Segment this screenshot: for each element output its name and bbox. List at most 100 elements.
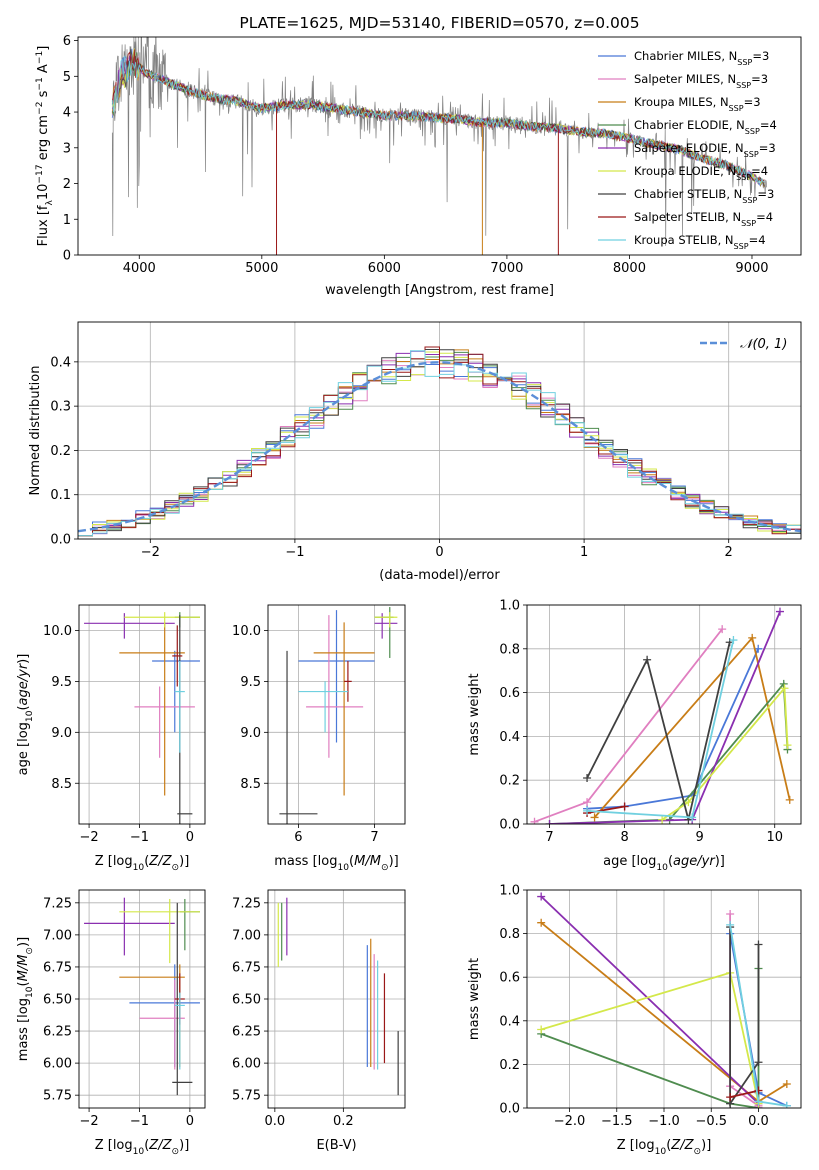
y-tick-label: 4 (63, 106, 71, 121)
y-tick-label: 0.4 (499, 1014, 520, 1029)
x-tick-label: 7 (545, 830, 553, 845)
y-tick-label: 2 (63, 177, 71, 192)
panel-weight-vs-Z: −2.0 −1.5 −1.0 −0.5 0.0 0.0 0.2 0.4 0.6 0.8 1.0 (499, 884, 802, 1129)
y-tick-label: 0.2 (50, 444, 71, 459)
residuals-xlabel: (data-model)/error (379, 568, 500, 583)
y-tick-label: 8.5 (51, 777, 72, 792)
y-tick-label: 6 (63, 34, 71, 49)
y-tick-label: 6.25 (43, 1025, 72, 1040)
plot-area (277, 897, 399, 1096)
weight-line-kroupa-elodie (661, 685, 789, 821)
histogram-kroupa-stelib (78, 350, 801, 537)
x-tick-label: 9000 (735, 261, 768, 276)
x-tick-label: 0 (186, 830, 194, 845)
y-tick-label: 9.5 (51, 675, 72, 690)
panel-age-vs-Z: −2 −1 0 8.5 9.0 9.5 10.0 (43, 604, 206, 845)
weight-point-kroupa-stelib (782, 1101, 791, 1108)
model-line-kroupa-stelib (111, 55, 765, 185)
x-tick-label: −1.5 (601, 1114, 633, 1129)
x-tick-label: 5000 (245, 261, 278, 276)
legend-label-chabrier-elodie: Chabrier ELODIE, NSSP=4 (634, 118, 777, 136)
model-line-chabrier-stelib (111, 49, 765, 187)
x-tick-label: −1 (130, 830, 149, 845)
legend-label-kroupa-miles: Kroupa MILES, NSSP=3 (634, 95, 761, 113)
weight-point-salpeter-miles (726, 909, 735, 918)
spectrum-legend: Chabrier MILES, NSSP=3 Salpeter MILES, NS… (598, 49, 777, 251)
weight-point-salpeter-elodie (545, 820, 554, 824)
weight-line-kroupa-miles (593, 635, 791, 818)
y-tick-label: 10.0 (43, 624, 72, 639)
weight-vs-age-ylabel: mass weight (467, 673, 482, 755)
x-tick-label: 0 (186, 1114, 194, 1129)
y-tick-label: 9.0 (51, 726, 72, 741)
weight-point-kroupa-stelib (729, 636, 738, 645)
axes-frame (78, 604, 206, 825)
y-tick-label: 7.25 (43, 896, 72, 911)
plot-area (279, 607, 398, 824)
legend-label-gaussian: 𝒩(0, 1) (740, 337, 787, 352)
x-tick-label: −1.0 (648, 1114, 680, 1129)
age-vs-Z-ylabel: age [log10(age/yr)] (16, 654, 35, 776)
residuals-ylabel: Normed distribution (28, 366, 43, 496)
axes-frame (78, 889, 206, 1109)
weight-point-salpeter-elodie (537, 892, 546, 901)
weight-line-chabrier-miles (587, 648, 760, 810)
y-tick-label: 0.1 (50, 488, 71, 503)
x-tick-label: 10 (766, 830, 783, 845)
weight-line-chabrier-elodie (540, 968, 760, 1108)
spectrum-ylabel: Flux [fλ10−17 erg cm−2 s−1 A−1] (35, 46, 55, 247)
y-tick-label: 0.8 (499, 642, 520, 657)
panel-age-vs-mass: 6 7 8.5 9.0 9.5 10.0 (232, 604, 406, 845)
histogram-salpeter-stelib (78, 346, 801, 537)
x-tick-label: −0.5 (695, 1114, 727, 1129)
mass-vs-EBV-xlabel: E(B-V) (316, 1138, 356, 1153)
y-tick-label: 0.2 (499, 774, 520, 789)
weight-point-kroupa-miles (782, 1080, 791, 1089)
x-tick-label: 8 (620, 830, 628, 845)
panel-spectrum: 4000 5000 6000 7000 8000 9000 0 1 2 3 4 5 6 (63, 34, 802, 276)
weight-point-chabrier-stelib (643, 655, 652, 664)
y-tick-label: 0.8 (499, 927, 520, 942)
axes-frame (526, 889, 802, 1109)
weight-point-kroupa-miles (748, 633, 757, 642)
gaussian-curve (78, 361, 801, 533)
weight-point-salpeter-stelib (754, 1086, 763, 1095)
weight-point-kroupa-miles (537, 918, 546, 927)
x-tick-label: −2 (79, 1114, 98, 1129)
age-vs-Z-xlabel: Z [log10(Z/Z⊙)] (95, 854, 190, 873)
panel-mass-vs-EBV: 0.0 0.2 5.75 6.00 6.25 6.50 6.75 7.00 7.25 (232, 889, 406, 1129)
y-tick-label: 0.0 (499, 818, 520, 833)
x-tick-label: 6 (294, 830, 302, 845)
weight-point-kroupa-stelib (726, 920, 735, 929)
x-tick-label: 1 (580, 545, 588, 560)
axes-frame (77, 321, 802, 540)
weight-line-kroupa-stelib (587, 639, 735, 819)
weight-line-chabrier-stelib (729, 927, 760, 1107)
weight-point-salpeter-miles (583, 798, 592, 807)
y-tick-label: 9.5 (240, 675, 261, 690)
weight-point-chabrier-elodie (779, 679, 788, 688)
y-tick-label: 6.00 (43, 1057, 72, 1072)
x-tick-label: 9 (696, 830, 704, 845)
weight-point-salpeter-stelib (726, 1093, 735, 1102)
weight-point-salpeter-miles (718, 625, 727, 634)
plot-area (78, 346, 801, 537)
y-tick-label: 7.00 (232, 928, 261, 943)
y-tick-label: 0.2 (499, 1058, 520, 1073)
y-tick-label: 7.00 (43, 928, 72, 943)
x-tick-label: 7 (370, 830, 378, 845)
y-tick-label: 6.75 (43, 960, 72, 975)
x-tick-label: 6000 (368, 261, 401, 276)
x-tick-label: −2 (141, 545, 160, 560)
x-tick-label: −1 (285, 545, 304, 560)
weight-point-chabrier-stelib (754, 940, 763, 949)
legend-label-salpeter-elodie: Salpeter ELODIE, NSSP=3 (634, 141, 776, 159)
y-tick-label: 0.0 (50, 533, 71, 548)
y-tick-label: 0.0 (499, 1102, 520, 1117)
y-tick-label: 1 (63, 213, 71, 228)
y-tick-label: 6.75 (232, 960, 261, 975)
y-tick-label: 3 (63, 141, 71, 156)
y-tick-label: 7.25 (232, 896, 261, 911)
weight-point-kroupa-elodie (537, 1025, 546, 1034)
axes-frame (526, 604, 802, 825)
